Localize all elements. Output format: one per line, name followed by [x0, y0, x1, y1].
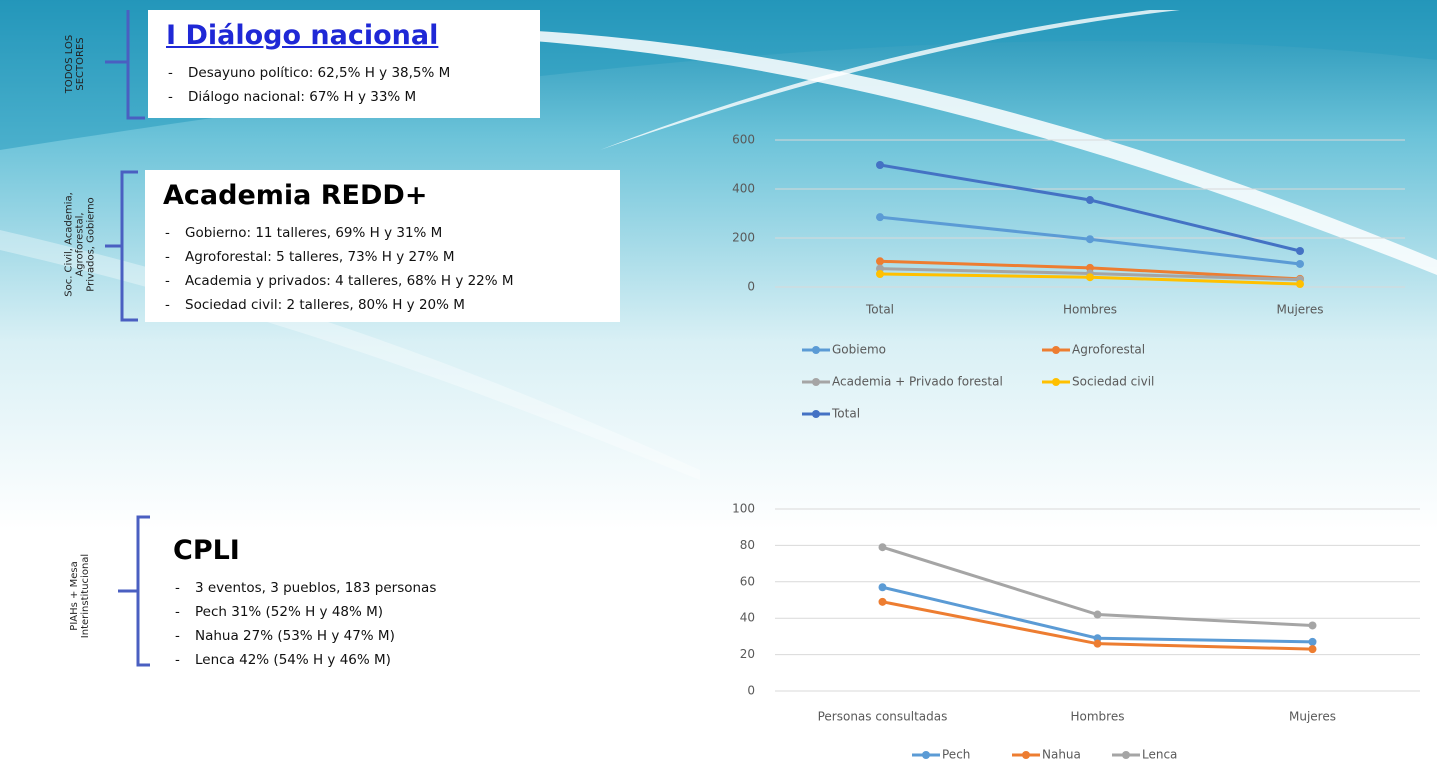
data-point: [876, 213, 884, 221]
legend-swatch: [1052, 346, 1060, 354]
legend-swatch: [1022, 751, 1030, 759]
legend-label: Nahua: [1042, 748, 1081, 760]
y-tick-label: 40: [740, 611, 755, 625]
legend-swatch: [1052, 378, 1060, 386]
legend-label: Lenca: [1142, 748, 1177, 760]
slide: {"sections": [ {"side_label": "TODOS LOS…: [0, 0, 1437, 760]
data-point: [1309, 638, 1317, 646]
legend-label: Total: [831, 407, 860, 421]
y-tick-label: 80: [740, 538, 755, 552]
y-tick-label: 20: [740, 647, 755, 661]
legend-label: Pech: [942, 748, 970, 760]
legend-swatch: [812, 378, 820, 386]
legend-swatch: [922, 751, 930, 759]
x-tick-label: Mujeres: [1277, 303, 1324, 317]
data-point: [1309, 645, 1317, 653]
data-point: [876, 161, 884, 169]
data-point: [1094, 640, 1102, 648]
data-point: [879, 583, 887, 591]
legend-label: Gobiemo: [832, 343, 886, 357]
data-point: [1094, 611, 1102, 619]
data-point: [1296, 247, 1304, 255]
data-point: [879, 543, 887, 551]
data-point: [1309, 621, 1317, 629]
legend-swatch: [812, 346, 820, 354]
x-tick-label: Mujeres: [1289, 710, 1336, 724]
data-point: [876, 257, 884, 265]
data-point: [876, 270, 884, 278]
y-tick-label: 60: [740, 574, 755, 588]
legend-label: Sociedad civil: [1072, 375, 1154, 389]
data-point: [1296, 260, 1304, 268]
y-tick-label: 0: [747, 280, 755, 294]
legend-swatch: [1122, 751, 1130, 759]
y-tick-label: 0: [747, 684, 755, 698]
legend-label: Academia + Privado forestal: [832, 375, 1003, 389]
legend-swatch: [812, 410, 820, 418]
y-tick-label: 200: [732, 231, 755, 245]
y-tick-label: 600: [732, 133, 755, 147]
x-tick-label: Hombres: [1071, 710, 1125, 724]
y-tick-label: 100: [732, 502, 755, 516]
data-point: [879, 598, 887, 606]
x-tick-label: Total: [865, 303, 894, 317]
data-point: [1296, 280, 1304, 288]
data-point: [1086, 235, 1094, 243]
data-point: [1086, 196, 1094, 204]
x-tick-label: Personas consultadas: [818, 710, 948, 724]
data-point: [1086, 273, 1094, 281]
x-tick-label: Hombres: [1063, 303, 1117, 317]
y-tick-label: 400: [732, 182, 755, 196]
charts: 0200400600TotalHombresMujeresGobiemoAgro…: [0, 0, 1437, 760]
legend-label: Agroforestal: [1072, 343, 1145, 357]
